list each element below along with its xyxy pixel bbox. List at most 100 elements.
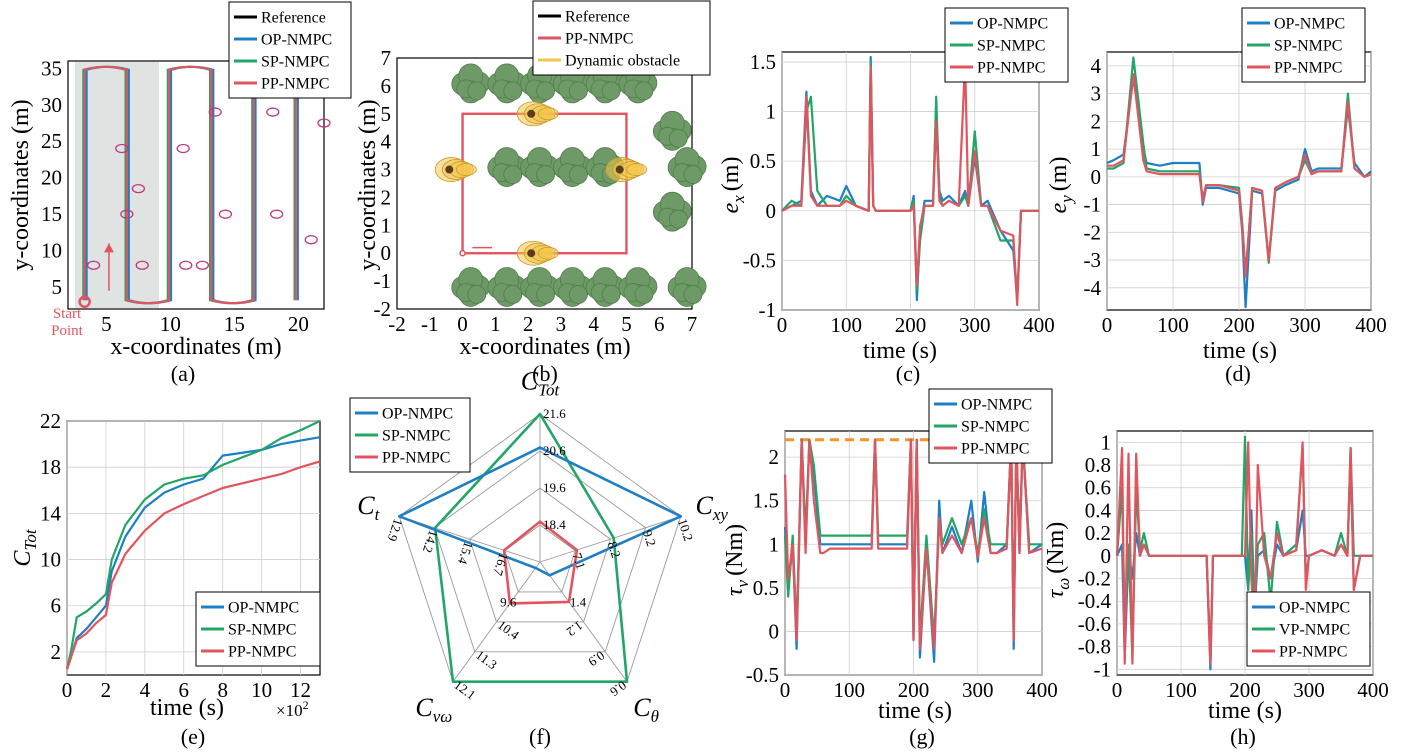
radar-axis-sub: xy (712, 505, 729, 524)
ticks-d: 0 100 200 300 400 -4 -3 -2 -1 0 1 2 3 4 (1084, 54, 1387, 337)
ylabel-sub-d: y (1057, 195, 1076, 205)
tree-foliage (634, 81, 654, 101)
legend-label: PP-NMPC (1274, 60, 1342, 77)
x-tick-label: 4 (140, 678, 151, 702)
ylabel-sub-h: ω (1054, 578, 1073, 590)
caption-e: (e) (181, 724, 205, 749)
x-tick-label: 5 (101, 312, 112, 336)
legend-b: Reference PP-NMPC Dynamic obstacle (532, 0, 711, 76)
y-axis-label-a: y-coordinates (m) (8, 99, 34, 270)
legend-label: OP-NMPC (261, 32, 332, 49)
legend-label: SP-NMPC (961, 419, 1029, 436)
dynamic-obstacle (626, 163, 648, 176)
tree-foliage (568, 165, 588, 184)
legend-label: OP-NMPC (1274, 16, 1345, 33)
legend-label: PP-NMPC (961, 441, 1029, 458)
x-tick-label: 20 (288, 312, 309, 336)
radar-polygon-pp-nmpc (502, 520, 579, 605)
y-tick-label: 7 (381, 46, 392, 70)
y-tick-label: -0.5 (746, 663, 779, 687)
y-tick-label: 4 (1091, 54, 1102, 78)
radar-axis-sub: θ (651, 707, 659, 726)
y-tick-label: 0.5 (750, 149, 776, 173)
tree-icon (652, 191, 692, 232)
y-tick-label: 0.4 (1085, 498, 1112, 522)
obstacle-marker (266, 107, 280, 117)
legend-label: OP-NMPC (228, 600, 299, 617)
dynamic-obstacle (455, 163, 477, 176)
obstacle-marker (304, 235, 318, 245)
y-tick-label: 5 (52, 275, 63, 299)
x-tick-label: 10 (160, 312, 181, 336)
caption-h: (h) (1230, 724, 1256, 749)
tree-foliage (601, 81, 621, 101)
series-line-pp-nmpc (783, 438, 1043, 651)
x-tick-label: 300 (1289, 313, 1321, 337)
tree-icon (451, 267, 491, 307)
x-axis-label-d: time (s) (1203, 338, 1277, 364)
scene-b (434, 63, 707, 307)
tree-foliage (536, 81, 555, 101)
y-tick-label: 18 (40, 455, 61, 479)
radar-axis-base: C (633, 693, 651, 722)
y-tick-label: 30 (41, 93, 62, 117)
x-tick-label: 200 (1229, 678, 1261, 702)
start-point-label-line1: Start (53, 306, 82, 322)
series-line-op-nmpc (65, 436, 321, 670)
ticks-c: 0 100 200 300 400 -1 -0.5 0 0.5 1 1.5 (743, 50, 1055, 337)
radar-spoke (452, 561, 541, 682)
x-tick-label: 10 (251, 678, 272, 702)
tree-icon (487, 267, 527, 307)
y-tick-label: 22 (40, 409, 61, 433)
radar-tick-label: 12.9 (385, 517, 406, 543)
tree-icon (520, 267, 559, 307)
y-tick-label: -1 (374, 269, 392, 293)
x-tick-label: 100 (834, 678, 866, 702)
obstacle-marker (131, 183, 146, 194)
y-tick-label: 0 (1101, 544, 1112, 568)
legend-label: Dynamic obstacle (565, 53, 680, 70)
legend-box (532, 0, 711, 76)
ticks-g: 0 100 200 300 400-0.500.511.52 (746, 445, 1058, 702)
start-point-marker (78, 295, 91, 308)
radar-tick-label: 14.2 (420, 528, 441, 554)
obstacle-center (527, 249, 536, 258)
legend-label: OP-NMPC (1279, 600, 1350, 617)
y-tick-label: 0.6 (1085, 476, 1111, 500)
obstacle-marker (120, 209, 134, 219)
y-tick-label: 0 (1091, 165, 1102, 189)
obstacle-marker (179, 260, 193, 270)
obstacle-marker (176, 143, 190, 154)
y-axis-label-e: CTot (10, 528, 40, 566)
y-tick-label: 10 (40, 548, 61, 572)
y-axis-label-b: y-coordinates (m) (355, 99, 381, 270)
y-tick-label: 0.8 (1085, 453, 1111, 477)
tree-icon (667, 147, 707, 187)
legend-label: PP-NMPC (977, 60, 1045, 77)
tree-icon (552, 267, 592, 307)
legend-label: Reference (261, 10, 326, 27)
x-axis-label-a: x-coordinates (m) (110, 334, 281, 360)
x-tick-label: 100 (1157, 313, 1189, 337)
x-tick-label: 400 (1357, 678, 1389, 702)
x-axis-label-b: x-coordinates (m) (459, 334, 630, 360)
legend-g: OP-NMPC SP-NMPC PP-NMPC (928, 388, 1053, 464)
panel-c: 0 100 200 300 400-1-0.500.511.5 time (s) ex(… (718, 7, 1069, 386)
caption-d: (d) (1225, 361, 1251, 386)
legend-h: OP-NMPC VP-NMPC PP-NMPC (1246, 591, 1371, 667)
x-tick-label: 200 (898, 678, 930, 702)
y-tick-label: 5 (381, 102, 392, 126)
legend-label: PP-NMPC (382, 450, 450, 467)
start-point-label-line2: Point (51, 323, 84, 339)
x-tick-label: 2 (523, 312, 534, 336)
radar-spoke (539, 561, 628, 682)
y-axis-label-c: ex (m) (718, 157, 748, 214)
ylabel-base-g: τ (722, 586, 748, 596)
radar-axis-base: C (696, 491, 714, 520)
x-axis-scale-e: ×102 (276, 698, 309, 720)
x-tick-label: 300 (962, 678, 994, 702)
y-tick-label: -1 (1094, 657, 1112, 681)
